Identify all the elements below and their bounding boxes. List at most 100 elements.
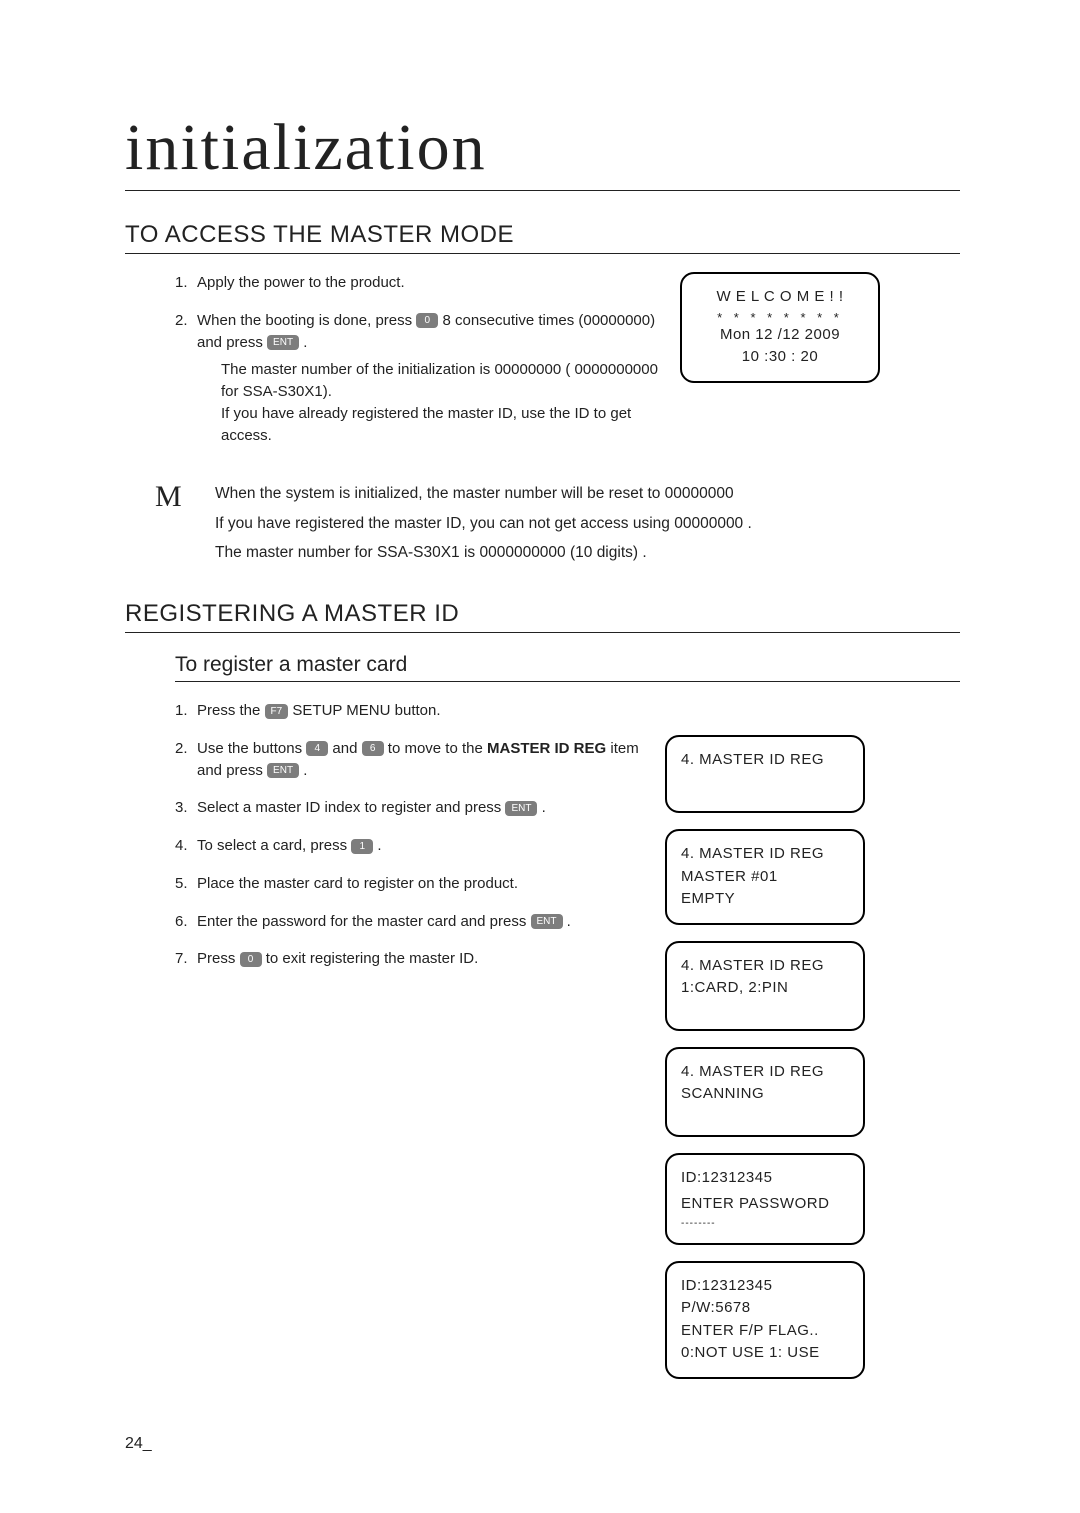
text-fragment: to exit registering the master ID. (266, 950, 479, 967)
key-4-icon: 4 (306, 741, 328, 756)
lcd-line: W E L C O M E ! ! (696, 286, 864, 309)
bold-text: MASTER ID REG (487, 740, 606, 757)
lcd-line: 4. MASTER ID REG (681, 843, 849, 866)
note-line: When the system is initialized, the mast… (215, 482, 960, 505)
step-number: 2. (175, 738, 197, 782)
lcd-line: ID:12312345 (681, 1275, 849, 1298)
text-fragment: To select a card, press (197, 837, 347, 854)
reg-step-6: 6. Enter the password for the master car… (175, 911, 660, 933)
lcd-column: W E L C O M E ! ! * * * * * * * * Mon 12… (680, 272, 890, 399)
lcd-line: 0:NOT USE 1: USE (681, 1342, 849, 1365)
section-heading-access: TO ACCESS THE MASTER MODE (125, 221, 960, 254)
text-fragment: to move to the (388, 740, 487, 757)
text-fragment: When the booting is done, press (197, 312, 412, 329)
lcd-line: 1:CARD, 2:PIN (681, 977, 849, 1000)
note-m-icon: M (155, 482, 215, 512)
step-number: 2. (175, 310, 197, 447)
key-ent-icon: ENT (267, 763, 299, 778)
register-steps: 1. Press the F7 SETUP MENU button. 2. Us… (175, 700, 660, 986)
step-text: Apply the power to the product. (197, 272, 660, 294)
step-1: 1. Apply the power to the product. (175, 272, 660, 294)
key-1-icon: 1 (351, 839, 373, 854)
lcd-line: MASTER #01 (681, 866, 849, 889)
text-fragment: and (332, 740, 361, 757)
text-fragment: SETUP MENU button. (292, 702, 440, 719)
reg-step-7: 7. Press 0 to exit registering the maste… (175, 948, 660, 970)
lcd-line: 4. MASTER ID REG (681, 749, 849, 772)
lcd-screen-1: 4. MASTER ID REG (665, 735, 865, 813)
reg-step-2: 2. Use the buttons 4 and 6 to move to th… (175, 738, 660, 782)
step-note: If you have already registered the maste… (221, 403, 660, 447)
step-number: 1. (175, 272, 197, 294)
reg-step-1: 1. Press the F7 SETUP MENU button. (175, 700, 660, 722)
lcd-line: Mon 12 /12 2009 (696, 324, 864, 347)
step-2: 2. When the booting is done, press 0 8 c… (175, 310, 660, 447)
lcd-line: 10 :30 : 20 (696, 346, 864, 369)
lcd-line: 4. MASTER ID REG (681, 955, 849, 978)
key-f7-icon: F7 (265, 704, 289, 719)
access-steps: 1. Apply the power to the product. 2. Wh… (175, 272, 660, 462)
text-fragment: . (377, 837, 381, 854)
page-title: initialization (125, 110, 960, 191)
step-number: 5. (175, 873, 197, 895)
text-fragment: Press the (197, 702, 260, 719)
lcd-line: ID:12312345 (681, 1167, 849, 1190)
key-0-icon: 0 (416, 313, 438, 328)
lcd-welcome: W E L C O M E ! ! * * * * * * * * Mon 12… (680, 272, 880, 383)
lcd-line: P/W:5678 (681, 1297, 849, 1320)
step-text: Place the master card to register on the… (197, 873, 660, 895)
reg-step-5: 5. Place the master card to register on … (175, 873, 660, 895)
text-fragment: Enter the password for the master card a… (197, 913, 526, 930)
step-text: When the booting is done, press 0 8 cons… (197, 310, 660, 447)
sub-heading-register-card: To register a master card (175, 653, 960, 682)
lcd-line: ENTER F/P FLAG.. (681, 1320, 849, 1343)
section1-body: 1. Apply the power to the product. 2. Wh… (125, 272, 960, 462)
note-line: If you have registered the master ID, yo… (215, 512, 960, 535)
lcd-line: * * * * * * * * (696, 311, 864, 324)
text-fragment: . (303, 334, 307, 351)
note-body: When the system is initialized, the mast… (215, 482, 960, 570)
key-0-icon: 0 (240, 952, 262, 967)
step-text: To select a card, press 1 . (197, 835, 660, 857)
lcd-screen-6: ID:12312345 P/W:5678 ENTER F/P FLAG.. 0:… (665, 1261, 865, 1379)
step-number: 1. (175, 700, 197, 722)
text-fragment: Use the buttons (197, 740, 306, 757)
key-ent-icon: ENT (267, 335, 299, 350)
lcd-line: 4. MASTER ID REG (681, 1061, 849, 1084)
lcd-screen-2: 4. MASTER ID REG MASTER #01 EMPTY (665, 829, 865, 925)
section-heading-register: REGISTERING A MASTER ID (125, 600, 960, 633)
lcd-screen-3: 4. MASTER ID REG 1:CARD, 2:PIN (665, 941, 865, 1031)
reg-step-4: 4. To select a card, press 1 . (175, 835, 660, 857)
note-line: The master number for SSA-S30X1 is 00000… (215, 541, 960, 564)
lcd-screen-5: ID:12312345 ENTER PASSWORD -------- (665, 1153, 865, 1245)
manual-page: initialization TO ACCESS THE MASTER MODE… (0, 0, 1080, 1513)
page-number: 24_ (125, 1435, 960, 1453)
step-text: Press the F7 SETUP MENU button. (197, 700, 660, 722)
step-text: Select a master ID index to register and… (197, 797, 660, 819)
lcd-line: EMPTY (681, 888, 849, 911)
step-text: Use the buttons 4 and 6 to move to the M… (197, 738, 660, 782)
text-fragment: Select a master ID index to register and… (197, 799, 505, 816)
reg-step-3: 3. Select a master ID index to register … (175, 797, 660, 819)
lcd-line: ENTER PASSWORD (681, 1193, 849, 1216)
text-fragment: Press (197, 950, 240, 967)
section2-body: 1. Press the F7 SETUP MENU button. 2. Us… (125, 700, 960, 1395)
text-fragment: . (567, 913, 571, 930)
step-number: 3. (175, 797, 197, 819)
step-number: 7. (175, 948, 197, 970)
text-fragment: . (542, 799, 546, 816)
lcd-column: 4. MASTER ID REG 4. MASTER ID REG MASTER… (665, 735, 875, 1395)
step-number: 4. (175, 835, 197, 857)
lcd-screen-4: 4. MASTER ID REG SCANNING (665, 1047, 865, 1137)
step-text: Enter the password for the master card a… (197, 911, 660, 933)
key-6-icon: 6 (362, 741, 384, 756)
lcd-line: SCANNING (681, 1083, 849, 1106)
step-number: 6. (175, 911, 197, 933)
lcd-line: -------- (681, 1216, 849, 1231)
text-fragment: . (303, 762, 307, 779)
key-ent-icon: ENT (531, 914, 563, 929)
step-note: The master number of the initialization … (221, 359, 660, 403)
note-block: M When the system is initialized, the ma… (155, 482, 960, 570)
key-ent-icon: ENT (505, 801, 537, 816)
step-text: Press 0 to exit registering the master I… (197, 948, 660, 970)
